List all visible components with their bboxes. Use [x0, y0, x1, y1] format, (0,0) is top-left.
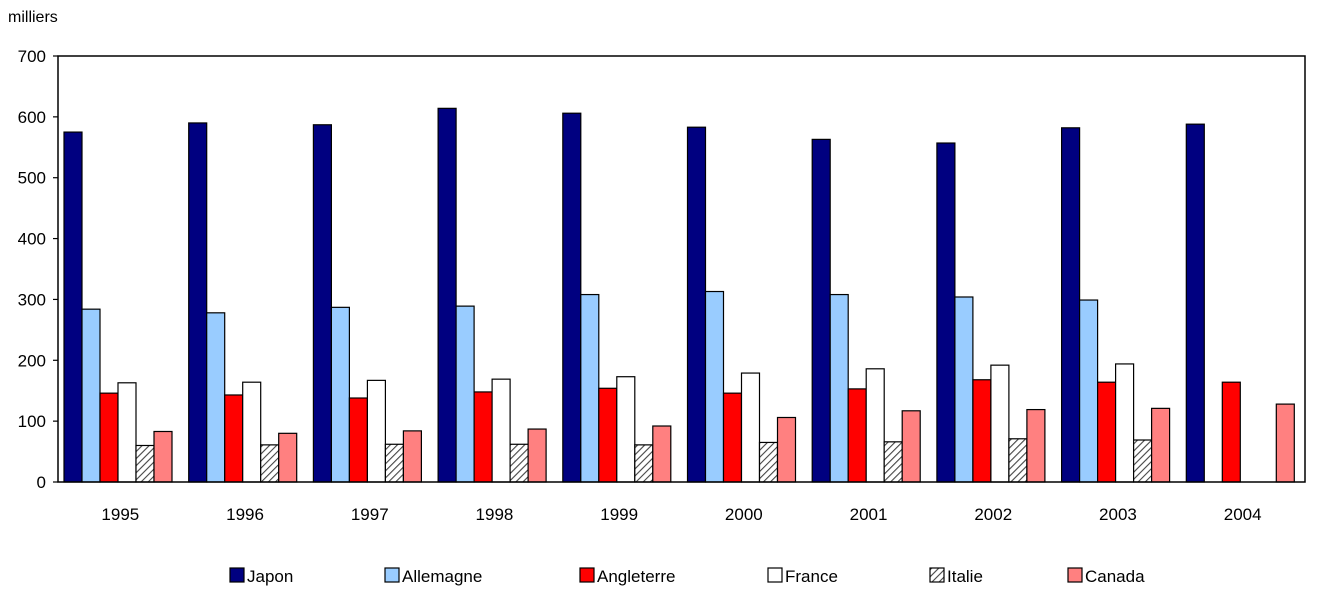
bar-allemagne-2000 — [704, 290, 725, 483]
bar-japon-1995 — [63, 131, 83, 483]
legend-swatch-allemagne — [384, 567, 400, 583]
bar-japon-2004 — [1185, 123, 1205, 483]
y-tick-label: 0 — [37, 473, 46, 492]
bar-italie-2000 — [758, 441, 779, 483]
bar-italie-1995 — [135, 444, 155, 483]
bar-japon-2003 — [1060, 127, 1081, 483]
bar-angleterre-2003 — [1096, 381, 1117, 483]
x-tick-label: 2000 — [725, 505, 763, 524]
bar-france-2003 — [1114, 363, 1135, 483]
bars-group — [63, 107, 1295, 483]
y-tick-label: 500 — [18, 169, 46, 188]
bar-canada-1998 — [527, 428, 547, 483]
legend-swatch-japon — [229, 567, 245, 583]
legend-label-japon: Japon — [247, 567, 293, 586]
x-axis: 1995 1996 1997 1998 1999 2000 2001 2002 2003 2004 — [101, 505, 1261, 524]
x-tick-label: 1998 — [476, 505, 514, 524]
bar-canada-2001 — [901, 410, 921, 483]
legend-label-france: France — [785, 567, 838, 586]
x-tick-label: 2003 — [1099, 505, 1137, 524]
legend-label-italie: Italie — [947, 567, 983, 586]
y-axis-unit-label: milliers — [8, 9, 58, 26]
bar-allemagne-1999 — [580, 293, 600, 483]
bar-angleterre-1997 — [348, 397, 368, 483]
bar-angleterre-2004 — [1221, 381, 1241, 483]
legend-label-canada: Canada — [1085, 567, 1145, 586]
y-axis: 0 100 200 300 400 500 600 700 — [18, 47, 58, 492]
bar-italie-1999 — [634, 444, 654, 483]
bar-angleterre-2002 — [972, 379, 992, 483]
x-tick-label: 2002 — [974, 505, 1012, 524]
bar-canada-2004 — [1275, 403, 1295, 483]
x-tick-label: 1995 — [101, 505, 139, 524]
bar-allemagne-1998 — [455, 305, 475, 483]
bar-japon-2000 — [686, 126, 707, 483]
bar-allemagne-2001 — [829, 293, 849, 483]
y-tick-label: 400 — [18, 230, 46, 249]
bar-canada-1996 — [278, 432, 298, 483]
bar-angleterre-1995 — [99, 392, 119, 483]
bar-france-2001 — [865, 368, 885, 483]
bar-angleterre-1998 — [473, 391, 493, 483]
bar-japon-1996 — [188, 122, 208, 483]
legend-swatch-canada — [1067, 567, 1083, 583]
bar-italie-2002 — [1008, 438, 1028, 483]
bar-france-1995 — [117, 382, 137, 483]
bar-italie-1998 — [509, 443, 529, 483]
x-tick-label: 1999 — [600, 505, 638, 524]
bar-japon-2001 — [811, 138, 831, 483]
bar-france-1996 — [242, 381, 262, 483]
bar-angleterre-2000 — [722, 392, 743, 483]
bar-italie-1997 — [384, 443, 404, 483]
bar-allemagne-2003 — [1078, 299, 1099, 483]
bar-italie-1996 — [260, 444, 280, 483]
bar-italie-2003 — [1132, 439, 1153, 483]
plot-area-frame — [57, 55, 1306, 483]
y-tick-label: 300 — [18, 290, 46, 309]
x-tick-label: 1996 — [226, 505, 264, 524]
bar-canada-2000 — [776, 416, 797, 483]
bar-france-1998 — [491, 378, 511, 483]
legend: Japon Allemagne Angleterre France Italie Cana… — [229, 567, 1145, 586]
bar-france-2000 — [740, 372, 761, 483]
bar-japon-2002 — [936, 142, 956, 483]
y-tick-label: 600 — [18, 108, 46, 127]
y-tick-label: 200 — [18, 351, 46, 370]
legend-label-angleterre: Angleterre — [597, 567, 675, 586]
legend-swatch-italie — [929, 567, 945, 583]
y-tick-label: 100 — [18, 412, 46, 431]
legend-swatch-angleterre — [579, 567, 595, 583]
x-tick-label: 1997 — [351, 505, 389, 524]
bar-canada-1997 — [402, 430, 422, 483]
bar-canada-1999 — [652, 425, 672, 483]
bar-japon-1999 — [562, 112, 582, 483]
bar-france-1997 — [366, 379, 386, 483]
bar-allemagne-1995 — [81, 308, 101, 483]
bar-angleterre-1999 — [598, 387, 618, 483]
bar-allemagne-2002 — [954, 296, 974, 483]
x-tick-label: 2001 — [850, 505, 888, 524]
bar-allemagne-1997 — [330, 306, 350, 483]
x-tick-label: 2004 — [1224, 505, 1262, 524]
bar-japon-1998 — [437, 107, 457, 483]
bar-canada-2002 — [1026, 408, 1046, 483]
bar-japon-1997 — [312, 124, 332, 483]
bar-france-1999 — [616, 376, 636, 483]
bar-allemagne-1996 — [206, 312, 226, 483]
bar-angleterre-2001 — [847, 388, 867, 483]
legend-label-allemagne: Allemagne — [402, 567, 482, 586]
y-tick-label: 700 — [18, 47, 46, 66]
bar-canada-1995 — [153, 430, 173, 483]
bar-canada-2003 — [1150, 407, 1171, 483]
bar-italie-2001 — [883, 441, 903, 483]
bar-angleterre-1996 — [224, 394, 244, 483]
bar-france-2002 — [990, 364, 1010, 483]
legend-swatch-france — [767, 567, 783, 583]
